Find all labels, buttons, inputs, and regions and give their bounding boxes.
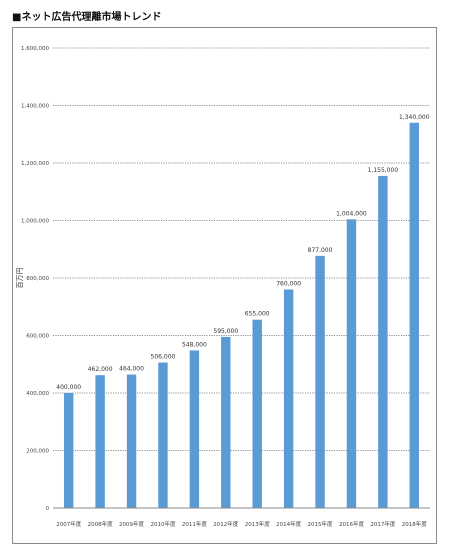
bar [252,319,262,508]
bar-value-label: 760,000 [276,281,301,288]
bar [346,219,357,508]
bar [63,393,74,508]
x-tick-label: 2018年度 [402,520,427,528]
bar [189,350,200,508]
x-tick-label: 2015年度 [308,520,333,528]
y-tick-label: 0 [46,506,50,512]
y-tick-label: 1,600,000 [21,46,49,52]
bar [283,289,294,508]
x-tick-label: 2012年度 [213,520,238,528]
y-tick-label: 1,000,000 [21,219,49,225]
bar [126,374,137,508]
bars [63,122,420,508]
y-tick-label: 1,200,000 [21,161,49,167]
bar-value-label: 400,000 [56,384,81,391]
bar-value-label: 1,004,000 [336,210,367,217]
bar-value-label: 877,000 [308,247,333,254]
x-tick-label: 2010年度 [150,520,175,528]
y-axis-label: 百万円 [16,268,24,289]
x-tick-label: 2017年度 [370,520,395,528]
y-axis-tick-labels: 0 200,000 400,000 600,000 800,000 1,000,000 1,… [21,46,50,512]
bar-value-label: 506,000 [151,354,176,361]
x-axis-tick-labels: 2007年度 2008年度 2009年度 2010年度 2011年度 2012年度 2013… [56,520,427,528]
gridlines [53,47,430,451]
x-tick-label: 2008年度 [88,520,113,528]
bar-value-label: 595,000 [213,328,238,335]
x-tick-label: 2016年度 [339,520,364,528]
x-tick-label: 2009年度 [119,520,144,528]
y-tick-label: 400,000 [26,391,49,397]
bar-value-label: 1,340,000 [399,114,430,121]
bar [409,122,420,508]
page-title: ■ネット広告代理離市場トレンド [12,12,162,23]
y-tick-label: 800,000 [26,276,49,282]
bar [378,175,388,508]
x-tick-label: 2007年度 [56,520,81,528]
bar-value-label: 464,000 [119,366,144,373]
bar [221,336,231,508]
bar-value-labels: 400,000 462,000 464,000 506,000 548,000 595,0… [56,114,429,391]
bar-chart: 0 200,000 400,000 600,000 800,000 1,000,000 1,… [16,46,430,528]
bar [95,375,105,508]
bar-value-label: 655,000 [245,311,270,318]
y-tick-label: 200,000 [26,449,49,455]
y-tick-label: 1,400,000 [21,104,49,110]
bar-value-label: 1,155,000 [368,167,399,174]
chart-frame: 0 200,000 400,000 600,000 800,000 1,000,000 1,… [12,27,437,544]
x-tick-label: 2013年度 [245,520,270,528]
y-tick-label: 600,000 [26,334,49,340]
x-tick-label: 2014年度 [276,520,301,528]
bar [315,255,325,508]
bar-value-label: 462,000 [88,366,113,373]
bar-value-label: 548,000 [182,341,207,348]
bar [158,362,168,508]
x-tick-label: 2011年度 [182,520,207,528]
